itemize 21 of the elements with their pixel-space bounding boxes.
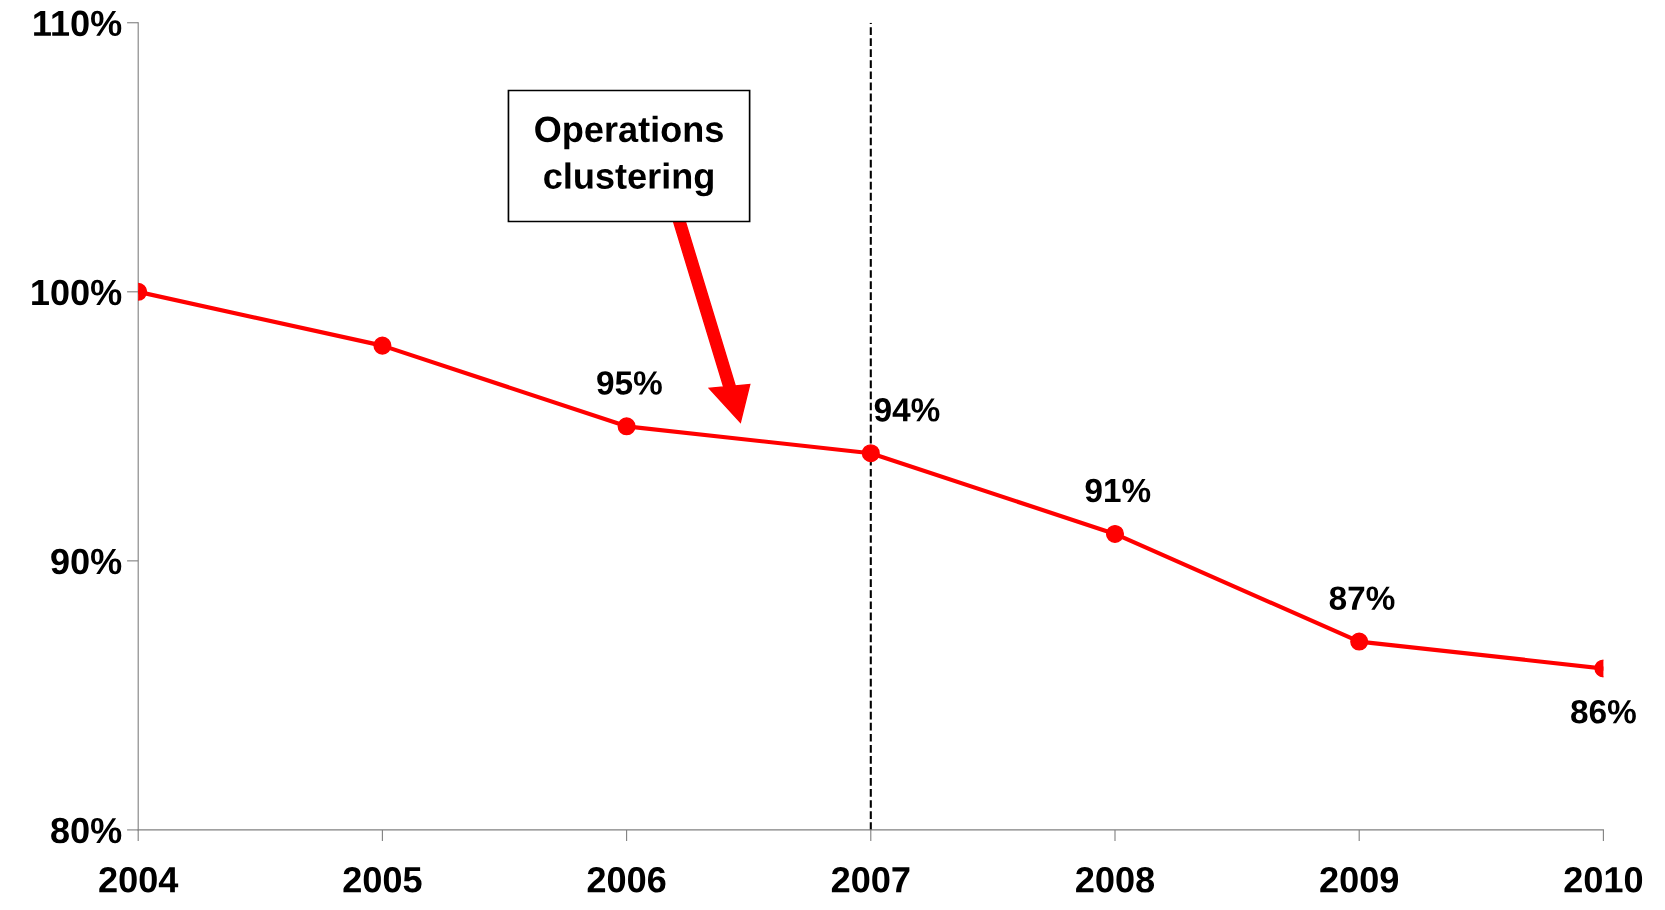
- data-label: 91%: [1085, 478, 1151, 503]
- y-tick-label: 80%: [51, 817, 122, 844]
- x-tick-label: 2008: [1076, 866, 1155, 893]
- point: [373, 336, 392, 355]
- data-label: 94%: [874, 398, 940, 422]
- x-tick-label: 2009: [1320, 866, 1399, 893]
- point: [861, 444, 880, 463]
- y-tick-label: 90%: [51, 548, 122, 575]
- x-tick-label: 2010: [1564, 866, 1643, 893]
- y-tick-label: 110%: [34, 10, 122, 37]
- point: [1105, 524, 1125, 543]
- data-label: 95%: [597, 371, 662, 395]
- x-tick-label: 2005: [343, 866, 422, 893]
- point: [617, 417, 636, 436]
- y-tick-label: 100%: [32, 279, 122, 306]
- annotation: Operations clustering: [535, 115, 723, 197]
- data-label: 87%: [1329, 586, 1395, 610]
- data-label: 86%: [1571, 699, 1636, 724]
- x-tick-label: 2004: [99, 866, 179, 893]
- x-tick-label: 2006: [587, 866, 666, 893]
- x-tick-label: 2007: [831, 866, 910, 893]
